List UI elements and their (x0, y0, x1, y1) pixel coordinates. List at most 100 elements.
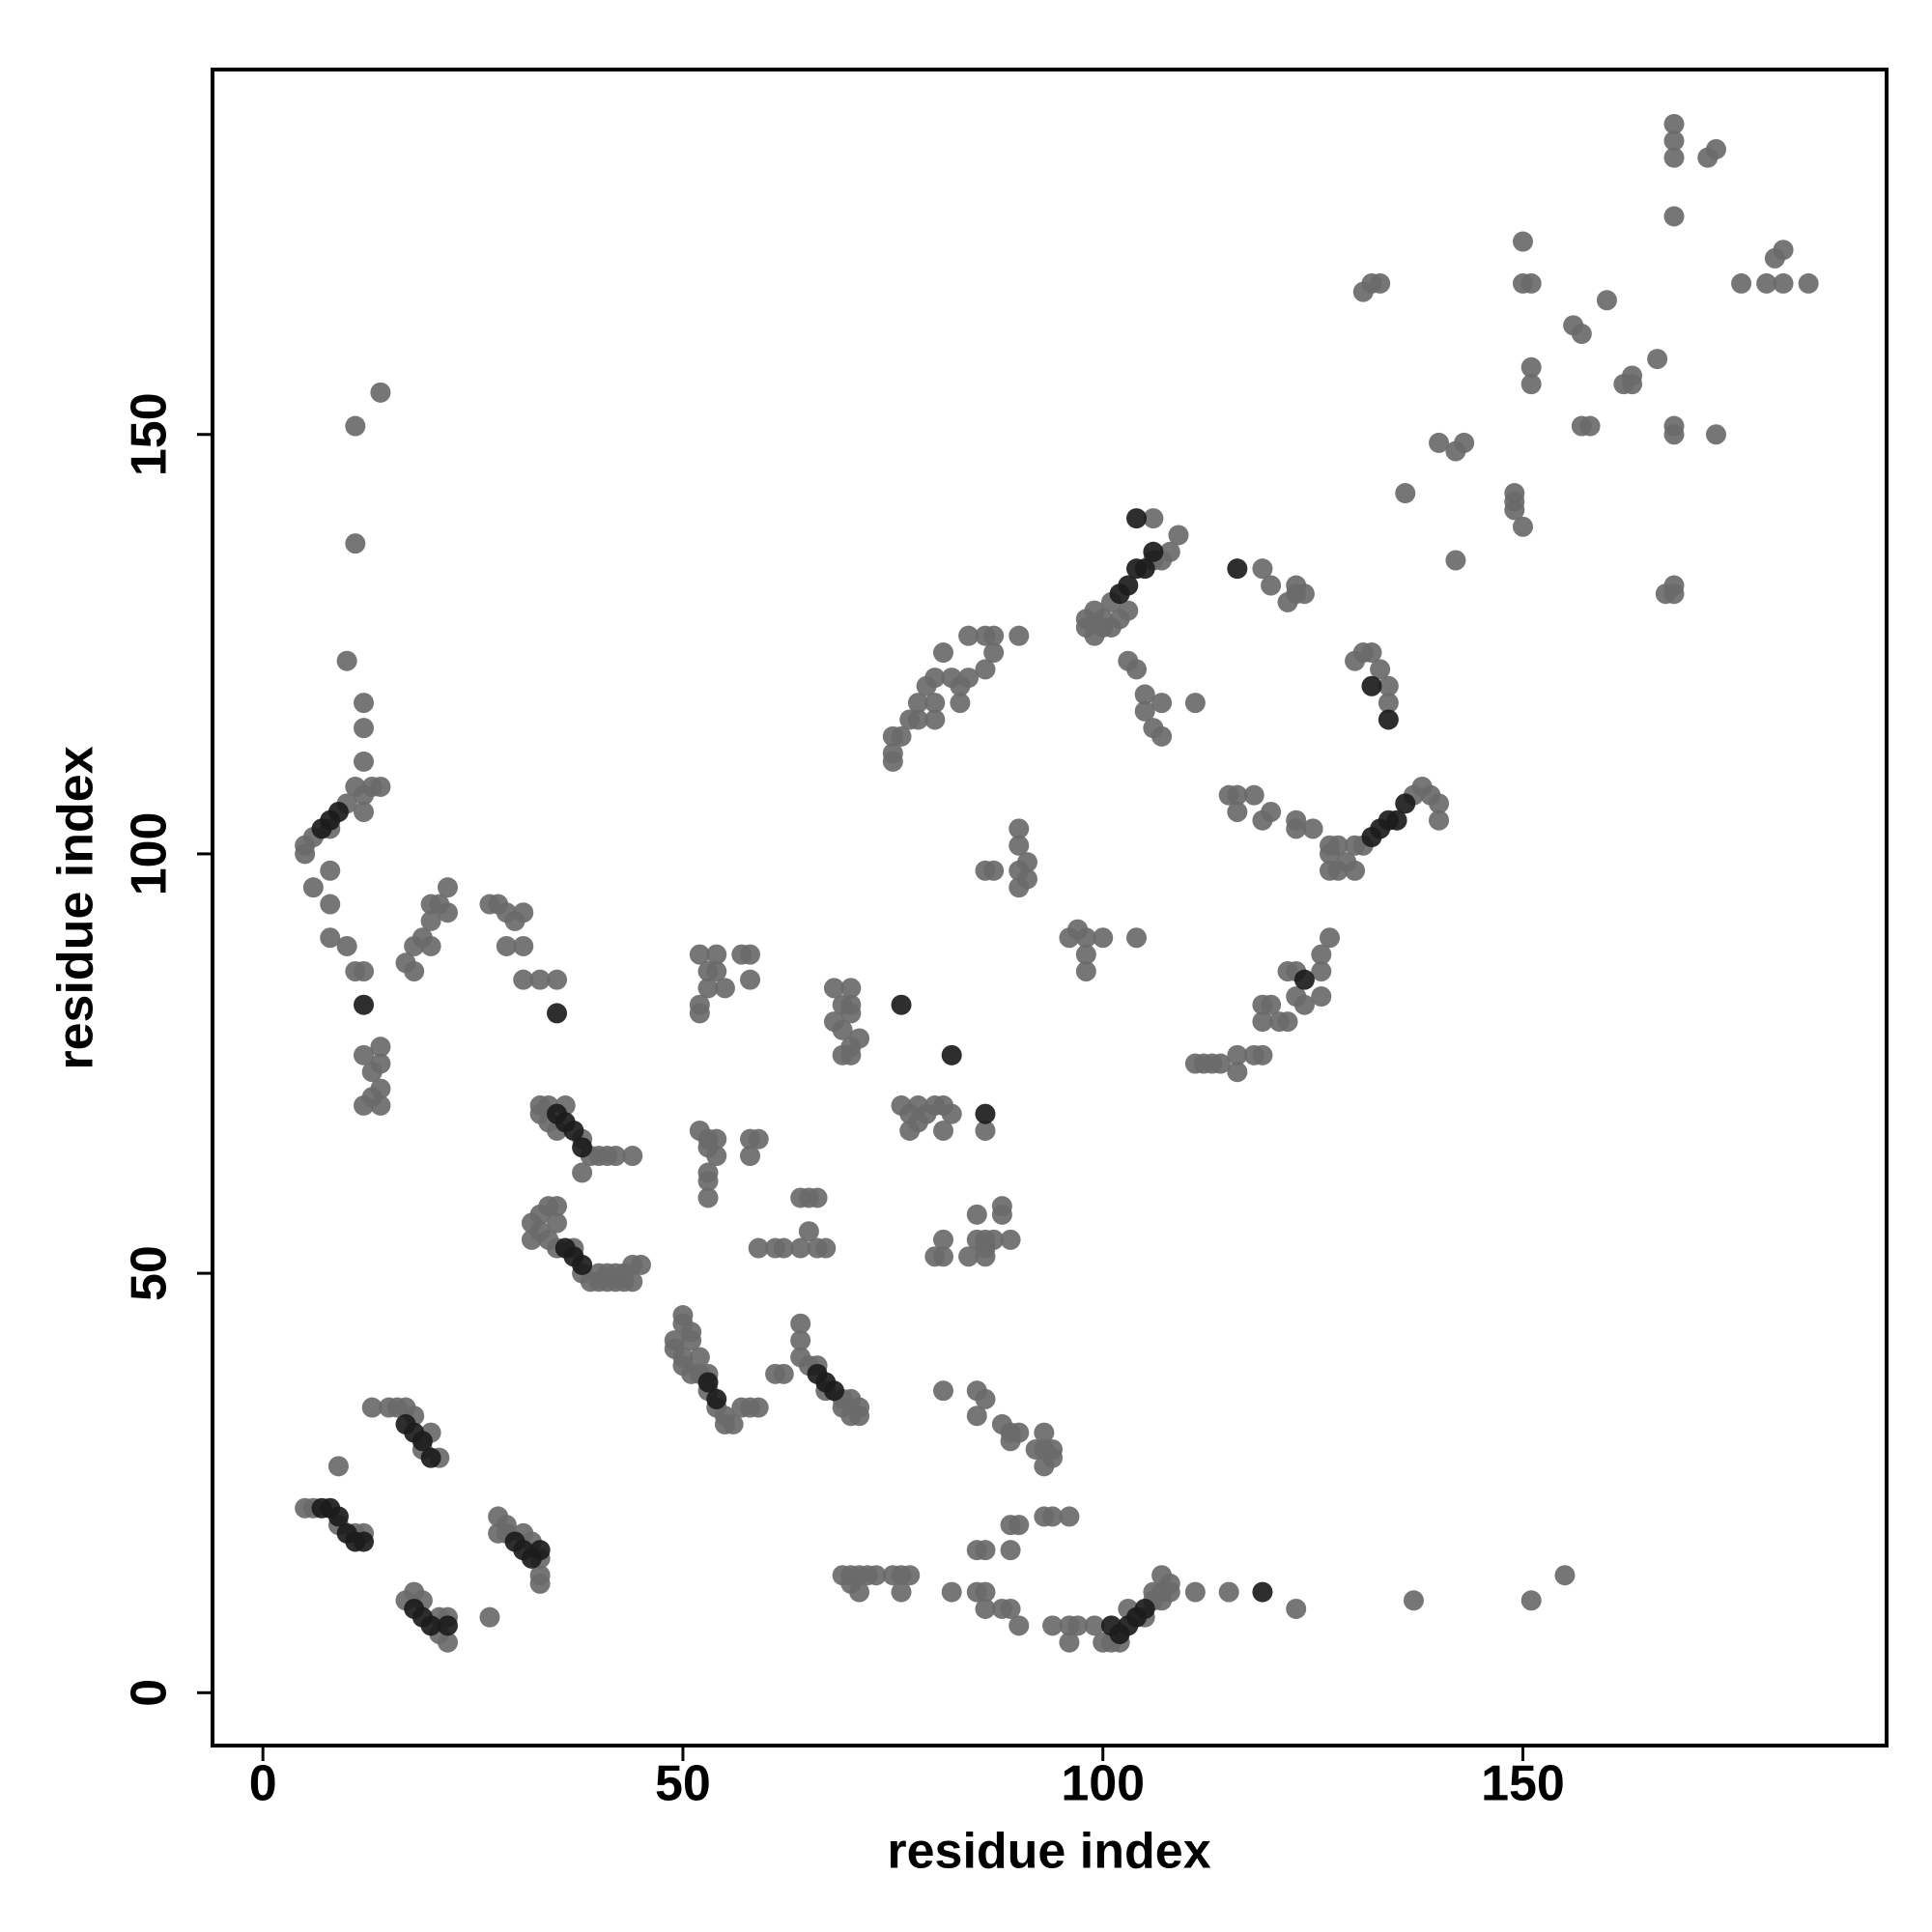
point (1378, 675, 1399, 696)
point (420, 935, 441, 956)
point (1075, 960, 1096, 981)
x-axis-title: residue index (887, 1824, 1210, 1880)
point (907, 693, 928, 714)
point (354, 994, 375, 1015)
point (622, 1146, 643, 1167)
point (823, 978, 844, 999)
point (1125, 927, 1147, 949)
point (697, 978, 719, 999)
point (354, 693, 375, 714)
point (1798, 272, 1819, 294)
point (1143, 541, 1164, 562)
point (899, 1120, 921, 1141)
point (1319, 927, 1340, 949)
y-tick-label: 0 (122, 1679, 178, 1707)
point (1386, 810, 1407, 831)
point (1009, 625, 1030, 646)
point (748, 1128, 769, 1150)
point (1227, 784, 1248, 806)
point (975, 1103, 996, 1124)
point (354, 802, 375, 823)
point (983, 1229, 1005, 1250)
point (866, 1565, 887, 1586)
point (1454, 432, 1475, 453)
point (975, 1246, 996, 1267)
point (1009, 1615, 1030, 1636)
point (1134, 558, 1155, 580)
point (437, 1615, 458, 1636)
point (1084, 1615, 1105, 1636)
point (849, 1406, 870, 1427)
point (1243, 784, 1264, 806)
point (1370, 659, 1391, 680)
point (975, 659, 996, 680)
point (1731, 272, 1752, 294)
point (370, 382, 391, 403)
point (1252, 1581, 1273, 1603)
point (697, 1171, 719, 1192)
point (849, 1581, 870, 1603)
point (529, 1103, 551, 1124)
point (547, 1212, 568, 1234)
point (958, 625, 980, 646)
point (320, 894, 341, 915)
point (1345, 860, 1366, 881)
point (1378, 693, 1399, 714)
point (572, 1254, 593, 1275)
point (345, 776, 366, 797)
point (1034, 1456, 1055, 1477)
point (1042, 1506, 1064, 1527)
point (1261, 575, 1282, 596)
point (664, 1330, 685, 1351)
point (1504, 483, 1525, 504)
point (1159, 541, 1180, 562)
point (1429, 810, 1450, 831)
point (1705, 424, 1726, 445)
point (706, 960, 727, 981)
y-tick-label: 150 (122, 392, 178, 476)
point (1252, 558, 1273, 580)
point (941, 1044, 962, 1065)
point (630, 1254, 651, 1275)
point (1075, 944, 1096, 965)
point (941, 1103, 962, 1124)
point (370, 1037, 391, 1058)
point (1395, 483, 1416, 504)
point (302, 877, 324, 898)
point (320, 860, 341, 881)
point (547, 1196, 568, 1217)
point (370, 776, 391, 797)
point (1143, 508, 1164, 529)
point (950, 693, 971, 714)
point (714, 978, 735, 999)
point (1286, 1598, 1307, 1619)
point (1705, 138, 1726, 159)
point (361, 1062, 383, 1083)
point (1093, 927, 1114, 949)
point (924, 668, 946, 689)
point (891, 994, 912, 1015)
y-axis-title: residue index (48, 746, 104, 1069)
point (672, 1355, 694, 1377)
point (1429, 793, 1450, 814)
point (706, 1146, 727, 1167)
point (1277, 960, 1298, 981)
point (924, 693, 946, 714)
point (815, 1237, 837, 1259)
point (420, 910, 441, 931)
point (563, 1120, 584, 1141)
point (975, 1540, 996, 1561)
point (1663, 575, 1685, 596)
point (1663, 113, 1685, 134)
y-tick-label: 100 (122, 812, 178, 896)
point (1311, 986, 1332, 1008)
point (823, 1380, 844, 1402)
point (790, 1330, 811, 1351)
point (882, 725, 903, 747)
point (1293, 969, 1315, 990)
point (361, 1397, 383, 1418)
point (1520, 1590, 1542, 1611)
point (1403, 1590, 1424, 1611)
point (1663, 424, 1685, 445)
point (1293, 583, 1315, 605)
